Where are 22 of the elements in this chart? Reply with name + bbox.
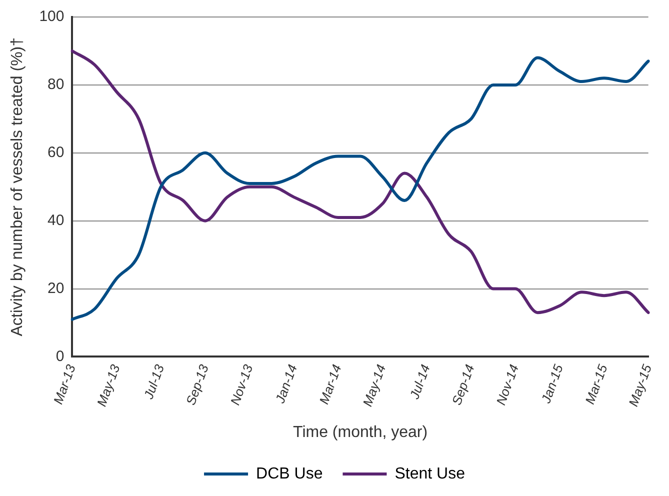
- x-tick-label: Sep-13: [182, 362, 212, 408]
- x-axis-title: Time (month, year): [293, 424, 428, 441]
- x-tick-label: May-13: [94, 362, 124, 408]
- x-tick-label: Jul-14: [406, 362, 433, 402]
- y-tick-label: 40: [48, 212, 64, 229]
- x-tick-label: May-15: [626, 362, 655, 408]
- x-tick-label: Jan-14: [272, 362, 300, 406]
- x-tick-label: Sep-14: [448, 362, 478, 408]
- x-tick-label: Nov-14: [493, 362, 522, 407]
- y-tick-label: 80: [48, 76, 64, 94]
- legend-label: Stent Use: [394, 465, 466, 482]
- legend-label: DCB Use: [256, 465, 323, 482]
- x-tick-label: Jan-15: [538, 362, 566, 406]
- x-tick-label: Nov-13: [227, 362, 256, 407]
- x-tick-label: Mar-15: [582, 362, 610, 406]
- y-tick-label: 100: [39, 8, 64, 26]
- y-tick-label: 20: [48, 280, 64, 297]
- x-tick-label: May-14: [360, 362, 389, 408]
- x-tick-label: Mar-14: [316, 362, 344, 406]
- y-axis-title: Activity by number of vessels treated (%)†: [9, 37, 26, 336]
- y-tick-label: 60: [48, 144, 64, 162]
- x-tick-label: Jul-13: [140, 362, 168, 402]
